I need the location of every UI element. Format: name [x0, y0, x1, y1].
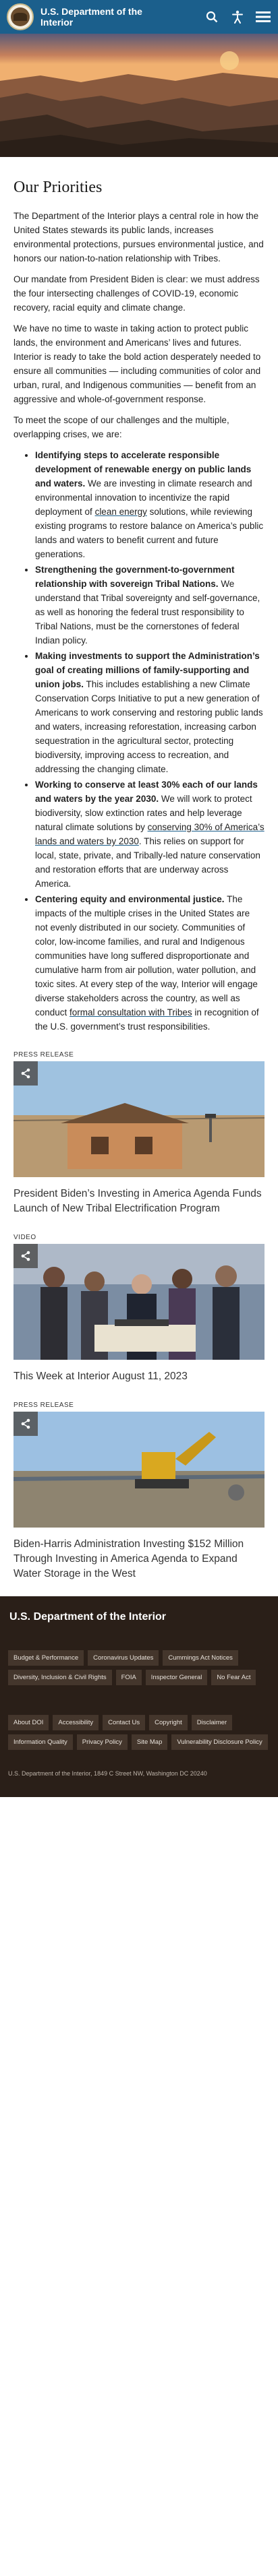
footer-link-disclaimer[interactable]: Disclaimer: [191, 1715, 233, 1730]
footer-link-copyright[interactable]: Copyright: [149, 1715, 188, 1730]
footer-link-inspector-general[interactable]: Inspector General: [145, 1670, 208, 1685]
priority-text: We understand that Tribal sovereignty an…: [35, 579, 260, 646]
footer-link-about[interactable]: About DOI: [8, 1715, 49, 1730]
share-icon[interactable]: [13, 1244, 38, 1268]
footer-link-vulnerability[interactable]: Vulnerability Disclosure Policy: [171, 1734, 268, 1750]
accessibility-icon[interactable]: [229, 9, 246, 25]
news-card[interactable]: PRESS RELEASE Biden-Harris Administratio…: [13, 1402, 265, 1581]
news-card[interactable]: VIDEO This Week at Interior August 11, 2…: [13, 1234, 265, 1384]
priorities-list: Identifying steps to accelerate responsi…: [24, 448, 265, 1034]
footer-link-site-map[interactable]: Site Map: [131, 1734, 168, 1750]
page-title: Our Priorities: [13, 179, 103, 196]
priority-lead: Strengthening the government-to-governme…: [35, 565, 235, 589]
card-title[interactable]: Biden-Harris Administration Investing $1…: [13, 1538, 244, 1579]
footer-link-accessibility[interactable]: Accessibility: [53, 1715, 99, 1730]
doi-seal-logo[interactable]: [7, 3, 34, 30]
priority-text: in recognition of the U.S. government’s …: [35, 1007, 259, 1032]
priority-text: We will work to protect biodiversity, sl…: [35, 794, 252, 832]
priority-text: We are investing in climate research and…: [35, 478, 252, 517]
priority-lead: Centering equity and environmental justi…: [35, 894, 225, 904]
priority-item-renewable-energy: Identifying steps to accelerate responsi…: [35, 448, 265, 561]
priority-text: This includes establishing a new Climate…: [35, 679, 263, 774]
site-title[interactable]: U.S. Department of the Interior: [40, 6, 142, 28]
search-icon[interactable]: [204, 9, 220, 25]
menu-icon[interactable]: [255, 9, 271, 25]
site-header: U.S. Department of the Interior: [0, 0, 278, 34]
news-card[interactable]: PRESS RELEASE President Biden’s Investin…: [13, 1051, 265, 1216]
footer-link-cummings-act[interactable]: Cummings Act Notices: [163, 1650, 238, 1666]
priority-item-conserve-30: Working to conserve at least 30% each of…: [35, 778, 265, 891]
footer-link-privacy[interactable]: Privacy Policy: [76, 1734, 128, 1750]
priority-text: . This relies on support for local, stat…: [35, 836, 260, 889]
intro-paragraph: The Department of the Interior plays a c…: [13, 211, 264, 263]
priority-text: solutions, while reviewing existing prog…: [35, 507, 264, 559]
card-type-label: PRESS RELEASE: [13, 1402, 74, 1409]
card-title[interactable]: President Biden’s Investing in America A…: [13, 1188, 262, 1214]
card-image-water-storage[interactable]: [13, 1412, 265, 1528]
card-image-tribal-house[interactable]: [13, 1061, 265, 1177]
priority-item-equity-justice: Centering equity and environmental justi…: [35, 892, 265, 1034]
footer-address: U.S. Department of the Interior, 1849 C …: [8, 1770, 207, 1777]
priority-item-tribal-nations: Strengthening the government-to-governme…: [35, 563, 265, 648]
footer-link-coronavirus[interactable]: Coronavirus Updates: [88, 1650, 159, 1666]
share-icon[interactable]: [13, 1412, 38, 1436]
priority-text: The impacts of the multiple crises in th…: [35, 894, 258, 1017]
mandate-paragraph: Our mandate from President Biden is clea…: [13, 274, 260, 313]
priority-item-jobs: Making investments to support the Admini…: [35, 649, 265, 776]
card-image-signing-ceremony[interactable]: [13, 1244, 265, 1360]
card-type-label: VIDEO: [13, 1234, 36, 1241]
hero-landscape-image: [0, 34, 278, 157]
card-title[interactable]: This Week at Interior August 11, 2023: [13, 1371, 188, 1382]
conserving-30-link[interactable]: conserving 30% of America’s lands and wa…: [35, 822, 265, 846]
footer-topic-links: Budget & Performance Coronavirus Updates…: [8, 1650, 270, 1685]
footer-title: U.S. Department of the Interior: [9, 1611, 167, 1623]
clean-energy-link[interactable]: clean energy: [94, 507, 147, 517]
footer-link-no-fear-act[interactable]: No Fear Act: [211, 1670, 256, 1685]
footer-site-links: About DOI Accessibility Contact Us Copyr…: [8, 1715, 270, 1750]
action-paragraph: We have no time to waste in taking actio…: [13, 323, 261, 404]
footer-link-budget[interactable]: Budget & Performance: [8, 1650, 84, 1666]
footer-link-contact[interactable]: Contact Us: [103, 1715, 146, 1730]
footer-link-diversity[interactable]: Diversity, Inclusion & Civil Rights: [8, 1670, 112, 1685]
card-type-label: PRESS RELEASE: [13, 1051, 74, 1059]
scope-paragraph: To meet the scope of our challenges and …: [13, 415, 229, 439]
footer-link-foia[interactable]: FOIA: [115, 1670, 142, 1685]
share-icon[interactable]: [13, 1061, 38, 1086]
tribal-consultation-link[interactable]: formal consultation with Tribes: [70, 1007, 192, 1017]
footer-link-information-quality[interactable]: Information Quality: [8, 1734, 73, 1750]
priority-lead: Identifying steps to accelerate responsi…: [35, 450, 252, 489]
site-footer: U.S. Department of the Interior Budget &…: [0, 1596, 278, 1797]
priority-lead: Working to conserve at least 30% each of…: [35, 780, 258, 804]
main-content: Our Priorities The Department of the Int…: [0, 179, 278, 1581]
priority-lead: Making investments to support the Admini…: [35, 651, 260, 689]
